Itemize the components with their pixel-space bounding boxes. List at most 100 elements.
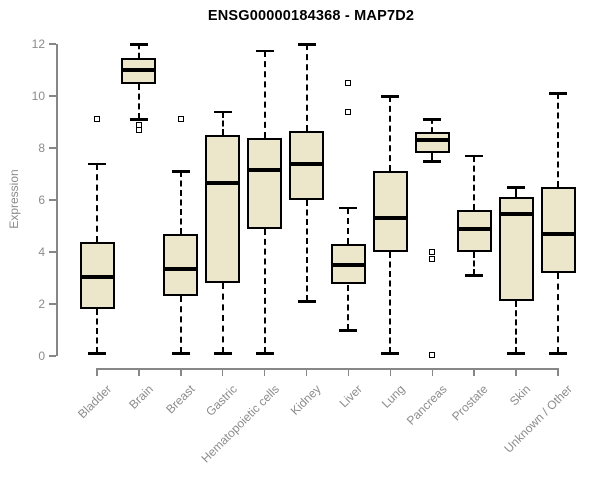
upper-whisker bbox=[221, 111, 224, 135]
upper-whisker-cap bbox=[423, 118, 442, 121]
upper-whisker-cap bbox=[297, 43, 316, 46]
outlier-point bbox=[345, 108, 352, 115]
y-axis-line bbox=[56, 44, 58, 356]
lower-whisker-cap bbox=[423, 160, 442, 163]
lower-whisker-cap bbox=[297, 300, 316, 303]
box-hematopoietic-cells bbox=[247, 137, 283, 229]
lower-whisker-cap bbox=[465, 274, 484, 277]
median-line bbox=[416, 138, 448, 143]
y-axis-tick bbox=[49, 43, 56, 45]
lower-whisker-cap bbox=[381, 352, 400, 355]
y-tick-label: 2 bbox=[38, 297, 45, 311]
y-tick-label: 8 bbox=[38, 141, 45, 155]
y-axis-tick bbox=[49, 303, 56, 305]
chart-title: ENSG00000184368 - MAP7D2 bbox=[207, 8, 415, 24]
upper-whisker-cap bbox=[213, 110, 232, 114]
upper-whisker-cap bbox=[507, 186, 526, 189]
upper-whisker-cap bbox=[549, 92, 567, 95]
y-axis-tick bbox=[49, 95, 56, 97]
y-tick-label: 4 bbox=[38, 245, 45, 259]
x-axis-tick bbox=[96, 368, 98, 376]
median-line bbox=[458, 226, 490, 231]
lower-whisker-cap bbox=[507, 352, 526, 355]
upper-whisker-cap bbox=[88, 162, 106, 166]
lower-whisker bbox=[347, 284, 350, 330]
upper-whisker-cap bbox=[129, 43, 148, 46]
box-unknown-other bbox=[540, 187, 576, 273]
median-line bbox=[542, 231, 574, 236]
median-line bbox=[81, 274, 113, 279]
x-axis-tick bbox=[557, 368, 559, 376]
box-lung bbox=[372, 171, 408, 252]
upper-whisker-cap bbox=[465, 154, 484, 158]
x-axis-tick bbox=[263, 368, 266, 376]
upper-whisker bbox=[137, 44, 140, 59]
x-axis-tick bbox=[431, 368, 434, 376]
lower-whisker-cap bbox=[549, 352, 567, 355]
x-tick-label: Breast bbox=[163, 382, 198, 417]
median-line bbox=[207, 181, 239, 186]
x-tick-label: Hematopoietic cells bbox=[198, 382, 282, 466]
x-tick-label: Skin bbox=[506, 382, 533, 409]
median-line bbox=[500, 212, 532, 217]
outlier-point bbox=[429, 255, 436, 262]
lower-whisker-cap bbox=[171, 352, 190, 355]
x-tick-label: Gastric bbox=[202, 382, 240, 419]
lower-whisker bbox=[305, 200, 308, 302]
box-breast bbox=[163, 233, 199, 297]
median-line bbox=[123, 68, 155, 72]
upper-whisker bbox=[515, 187, 518, 198]
lower-whisker bbox=[557, 272, 559, 354]
lower-whisker bbox=[221, 283, 224, 354]
outlier-point bbox=[429, 351, 436, 358]
lower-whisker bbox=[473, 252, 476, 276]
upper-whisker bbox=[557, 93, 559, 187]
lower-whisker bbox=[179, 296, 182, 354]
x-tick-label: Prostate bbox=[449, 382, 492, 424]
y-axis-tick bbox=[49, 355, 56, 357]
x-tick-label: Kidney bbox=[287, 382, 324, 418]
x-tick-label: Liver bbox=[337, 382, 366, 411]
lower-whisker-cap bbox=[88, 352, 106, 355]
x-axis-tick bbox=[305, 368, 308, 376]
x-axis-tick bbox=[221, 368, 224, 376]
y-axis-tick bbox=[49, 251, 56, 253]
upper-whisker bbox=[96, 163, 98, 242]
upper-whisker bbox=[347, 207, 350, 245]
outlier-point bbox=[94, 116, 100, 123]
y-axis-tick bbox=[49, 147, 56, 149]
x-axis-tick bbox=[515, 368, 517, 376]
upper-whisker bbox=[389, 96, 392, 172]
y-tick-label: 10 bbox=[31, 89, 45, 103]
lower-whisker-cap bbox=[213, 352, 232, 355]
lower-whisker bbox=[389, 252, 392, 354]
x-axis-tick bbox=[180, 368, 182, 376]
box-pancreas bbox=[414, 132, 450, 154]
x-axis-line bbox=[97, 368, 558, 370]
upper-whisker bbox=[263, 50, 266, 138]
y-tick-label: 0 bbox=[38, 349, 45, 363]
lower-whisker bbox=[96, 309, 98, 354]
x-axis-tick bbox=[138, 368, 140, 376]
median-line bbox=[249, 168, 281, 173]
upper-whisker-cap bbox=[171, 170, 190, 173]
upper-whisker bbox=[473, 155, 476, 211]
x-tick-label: Brain bbox=[126, 382, 156, 412]
lower-whisker bbox=[515, 301, 518, 354]
x-tick-label: Bladder bbox=[74, 382, 114, 422]
lower-whisker bbox=[137, 84, 140, 120]
lower-whisker-cap bbox=[129, 118, 148, 121]
upper-whisker bbox=[179, 171, 182, 234]
x-tick-label: Lung bbox=[378, 382, 408, 411]
x-tick-label: Pancreas bbox=[403, 382, 450, 428]
lower-whisker bbox=[263, 228, 266, 354]
upper-whisker-cap bbox=[381, 95, 400, 98]
lower-whisker-cap bbox=[255, 352, 274, 355]
upper-whisker-cap bbox=[339, 206, 358, 210]
median-line bbox=[332, 263, 364, 267]
median-line bbox=[291, 161, 323, 166]
lower-whisker bbox=[431, 153, 434, 161]
median-line bbox=[165, 266, 197, 271]
